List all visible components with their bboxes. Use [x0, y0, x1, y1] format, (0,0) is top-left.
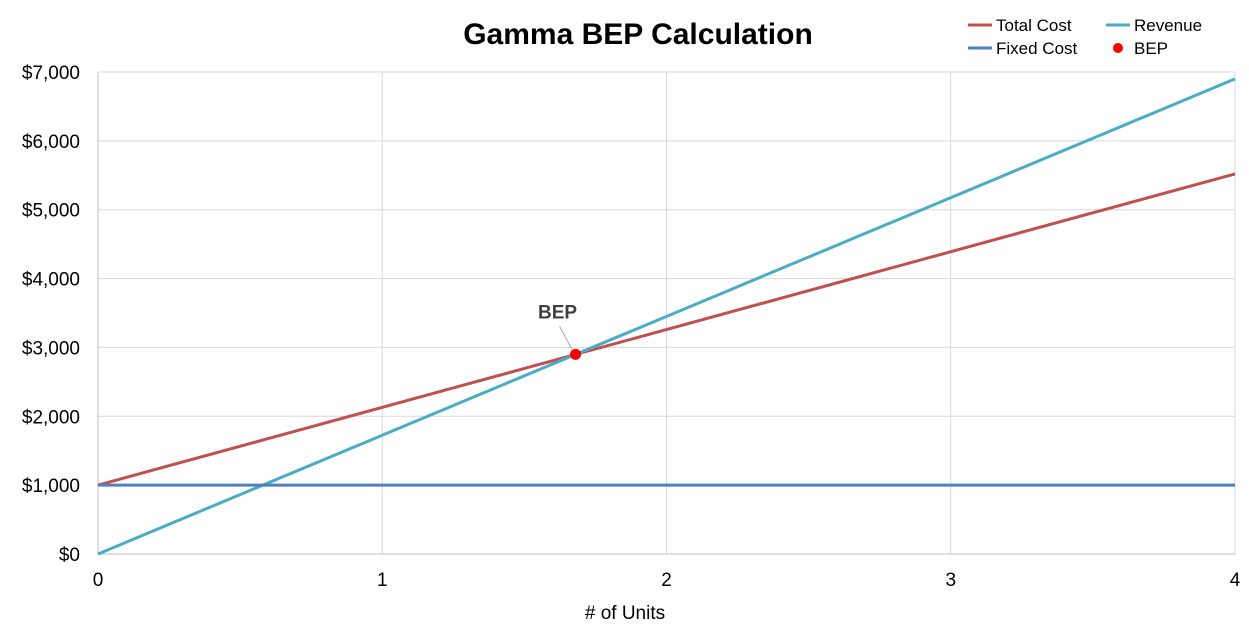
y-tick-label: $5,000	[22, 201, 80, 222]
legend-label-total-cost: Total Cost	[996, 16, 1072, 35]
bep-leader-line	[559, 326, 573, 351]
legend-swatch-bep	[1113, 43, 1123, 53]
x-tick-label: 1	[377, 570, 388, 591]
data-points	[570, 348, 582, 360]
series-lines	[97, 77, 1236, 556]
legend-label-fixed-cost: Fixed Cost	[996, 39, 1078, 58]
axes: $0 $1,000 $2,000 $3,000 $4,000 $5,000 $6,000 $7…	[22, 63, 1241, 591]
y-tick-label: $2,000	[22, 407, 80, 428]
y-tick-label: $3,000	[22, 338, 80, 359]
x-tick-label: 0	[93, 570, 104, 591]
y-tick-label: $7,000	[22, 63, 80, 84]
revenue-line	[97, 77, 1236, 556]
x-tick-label: 4	[1230, 570, 1241, 591]
x-tick-label: 2	[661, 570, 672, 591]
legend-label-revenue: Revenue	[1134, 16, 1202, 35]
total-cost-line	[97, 172, 1236, 487]
y-tick-label: $1,000	[22, 476, 80, 497]
y-tick-label: $6,000	[22, 132, 80, 153]
x-tick-label: 3	[945, 570, 956, 591]
x-axis-label: # of Units	[585, 603, 665, 624]
bep-annotation: BEP	[538, 302, 577, 323]
chart-title: Gamma BEP Calculation	[463, 18, 813, 51]
y-tick-label: $4,000	[22, 270, 80, 291]
y-tick-label: $0	[59, 545, 80, 566]
legend: Total Cost Revenue Fixed Cost BEP	[968, 16, 1202, 58]
annotations: BEP	[538, 302, 577, 351]
legend-label-bep: BEP	[1134, 39, 1168, 58]
bep-point	[570, 348, 582, 360]
